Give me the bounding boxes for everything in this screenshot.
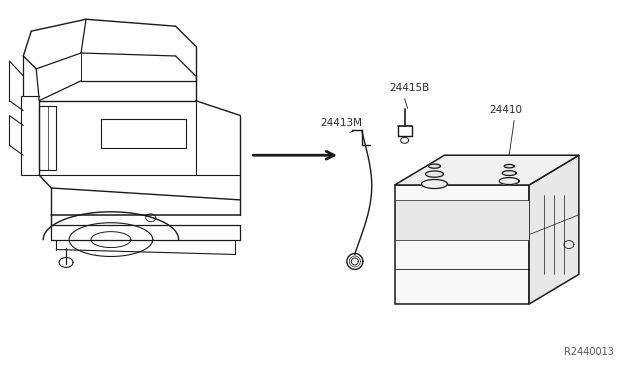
Polygon shape (395, 155, 579, 185)
Polygon shape (499, 177, 519, 185)
Polygon shape (422, 180, 447, 189)
Text: 24415B: 24415B (390, 83, 430, 93)
Text: 24413M: 24413M (320, 118, 362, 128)
Polygon shape (504, 164, 514, 168)
Polygon shape (426, 171, 444, 177)
Text: R2440013: R2440013 (564, 347, 614, 357)
Polygon shape (429, 164, 440, 168)
Polygon shape (529, 155, 579, 304)
Polygon shape (502, 171, 516, 176)
Text: 24410: 24410 (489, 105, 522, 115)
Polygon shape (395, 185, 529, 304)
Polygon shape (395, 200, 529, 240)
